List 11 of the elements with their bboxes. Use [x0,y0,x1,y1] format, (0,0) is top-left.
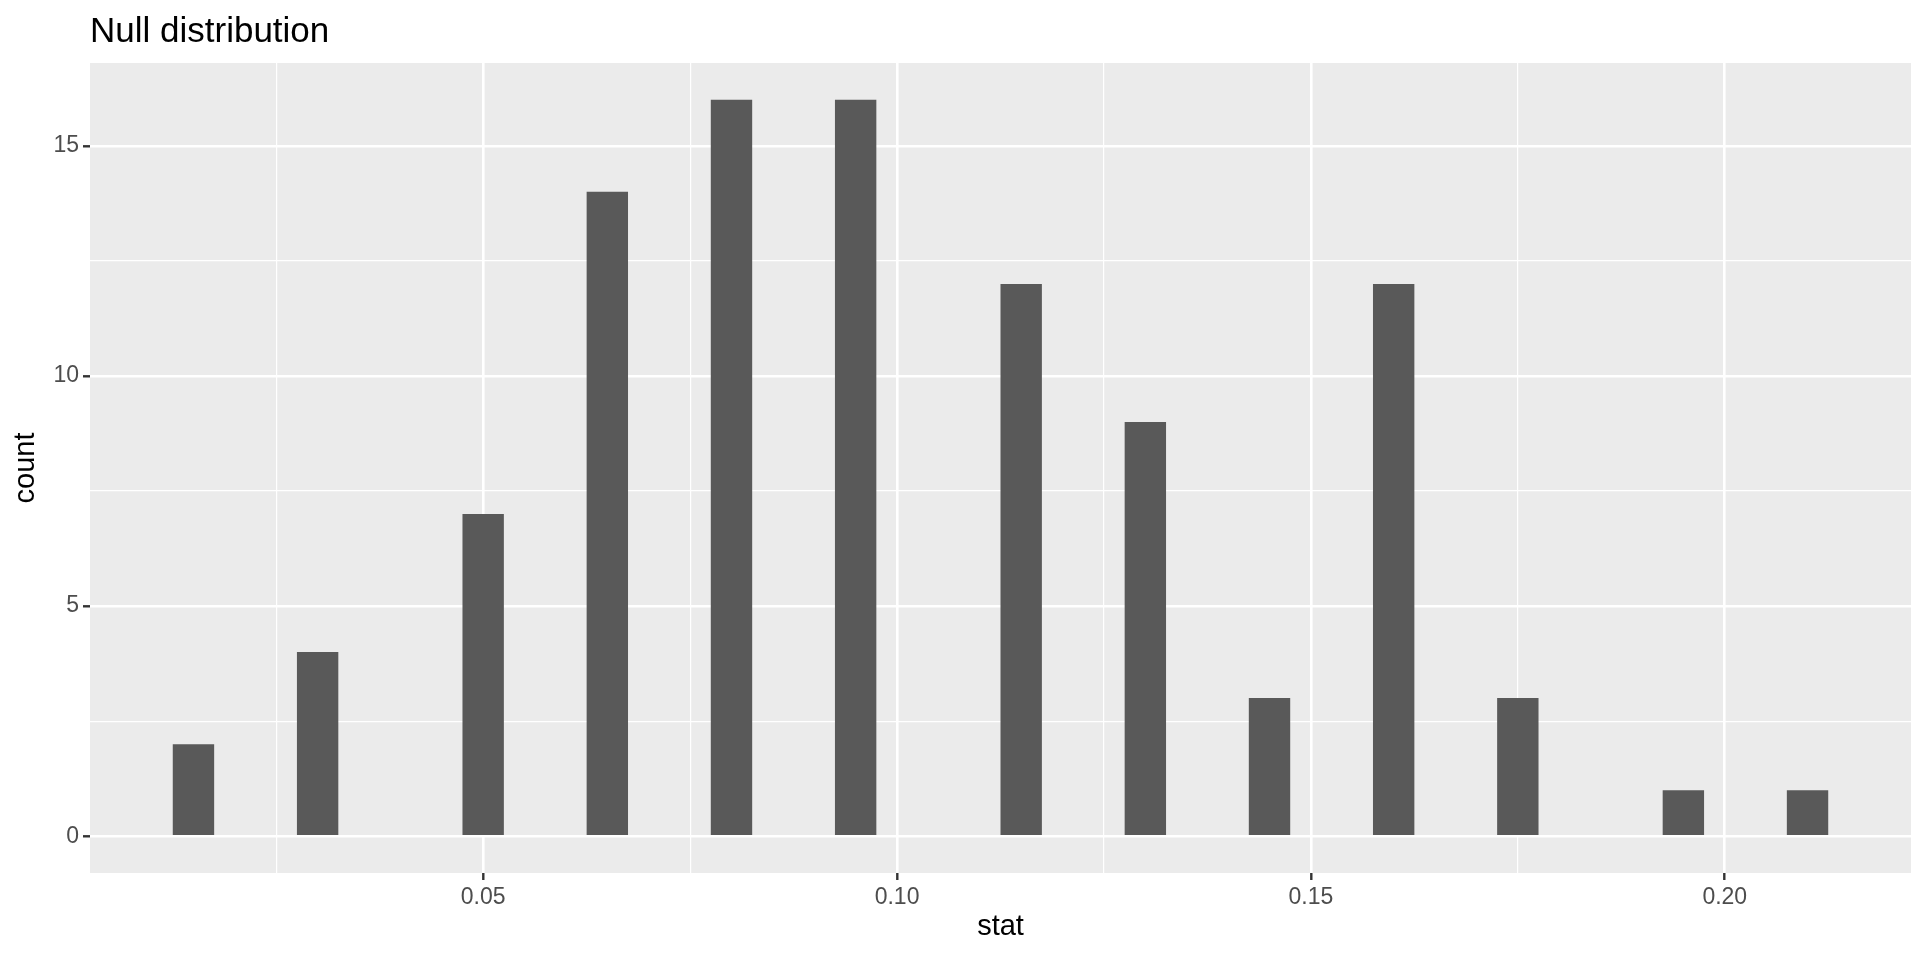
x-tick-label: 0.15 [1288,883,1334,910]
x-tick-label: 0.20 [1702,883,1748,910]
y-tick-label: 10 [53,361,79,388]
y-tick-label: 15 [53,131,79,158]
chart-title: Null distribution [90,10,330,49]
x-tick-label: 0.05 [460,883,506,910]
y-axis-title: count [8,432,40,504]
x-tick-label: 0.10 [874,883,920,910]
x-axis-title: stat [977,909,1024,941]
y-tick-label: 0 [66,821,79,848]
y-tick-label: 5 [66,591,79,618]
